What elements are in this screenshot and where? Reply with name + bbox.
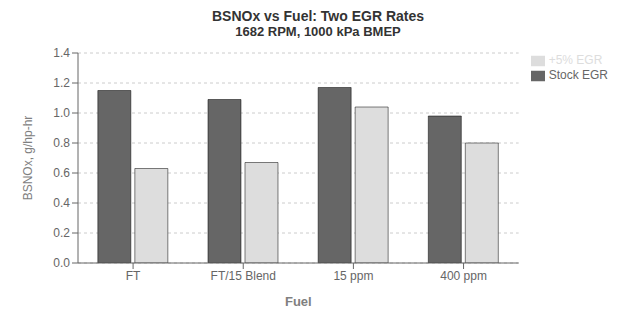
html-text:Stock EGR: Stock EGR	[548, 67, 608, 82]
svg-text:BSNOx, g/hp-hr: BSNOx, g/hp-hr	[21, 116, 35, 201]
html-text:1682 RPM, 1000 kPa BMEP: 1682 RPM, 1000 kPa BMEP	[235, 24, 401, 39]
svg-text:400 ppm: 400 ppm	[440, 269, 487, 283]
svg-text:0.4: 0.4	[53, 196, 70, 210]
html-text:+5% EGR: +5% EGR	[548, 53, 603, 67]
svg-text:0.2: 0.2	[53, 226, 70, 240]
svg-text:15 ppm: 15 ppm	[333, 269, 373, 283]
svg-text:1.0: 1.0	[53, 106, 70, 120]
svg-text:Fuel: Fuel	[285, 294, 312, 309]
svg-text:1.4: 1.4	[53, 46, 70, 60]
svg-text:FT: FT	[126, 269, 141, 283]
svg-text:0.0: 0.0	[53, 256, 70, 270]
svg-text:FT/15 Blend: FT/15 Blend	[211, 269, 276, 283]
svg-text:0.6: 0.6	[53, 166, 70, 180]
svg-text:0.8: 0.8	[53, 136, 70, 150]
html-text:BSNOx vs Fuel: Two EGR Rates: BSNOx vs Fuel: Two EGR Rates	[211, 8, 425, 24]
svg-text:1.2: 1.2	[53, 76, 70, 90]
